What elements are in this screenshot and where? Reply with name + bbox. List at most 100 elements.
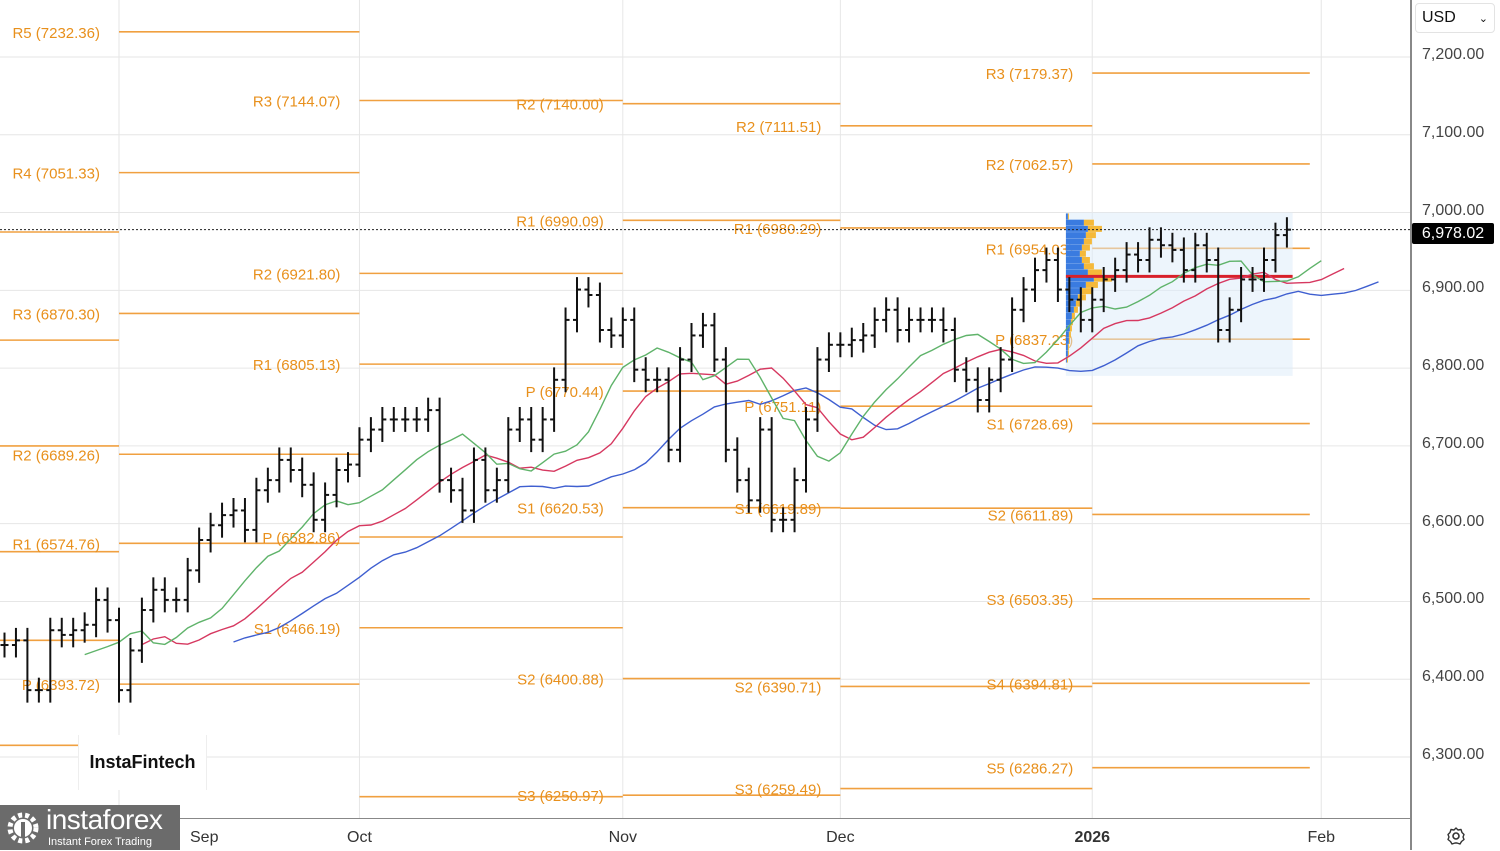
ohlc-bar <box>57 617 66 648</box>
ohlc-bar <box>218 502 227 538</box>
volume-bar-yellow <box>1066 356 1068 363</box>
pivot-label: S2 (6390.71) <box>735 679 822 696</box>
ohlc-bar <box>905 307 914 343</box>
ohlc-bar <box>378 407 387 443</box>
volume-bar-yellow <box>1068 337 1070 344</box>
ohlc-bar <box>584 277 593 308</box>
ohlc-bar <box>630 307 639 383</box>
ohlc-bar <box>481 447 490 503</box>
time-tick-label: 2026 <box>1074 829 1111 846</box>
pivot-label: R3 (7144.07) <box>253 94 341 111</box>
ohlc-bar <box>137 597 146 663</box>
ohlc-bar <box>229 498 238 528</box>
pivot-label: R1 (6990.09) <box>516 213 604 230</box>
volume-bar-blue <box>1065 238 1084 245</box>
volume-bar-yellow <box>1071 313 1075 320</box>
pivot-label: R3 (6870.30) <box>12 306 100 323</box>
ohlc-bar <box>1088 287 1097 333</box>
ohlc-bar <box>424 397 433 432</box>
price-tick-label: 6,600.00 <box>1422 512 1485 530</box>
teeth-line <box>141 267 1345 646</box>
volume-bar-blue <box>1065 356 1067 363</box>
ohlc-bar <box>195 527 204 583</box>
time-tick-label: Oct <box>346 829 372 846</box>
pivot-label: S1 (6466.19) <box>254 621 341 638</box>
ohlc-bar <box>492 467 501 503</box>
price-tick-label: 6,900.00 <box>1422 279 1485 297</box>
ohlc-bar <box>676 347 685 463</box>
price-tick-label: 6,800.00 <box>1422 357 1485 375</box>
ohlc-bar <box>206 512 215 553</box>
ohlc-bar <box>561 307 570 393</box>
ohlc-bar <box>332 457 341 508</box>
currency-select[interactable]: USD ⌄ <box>1415 3 1495 33</box>
ohlc-bar <box>1145 227 1154 273</box>
ohlc-bar <box>1008 297 1017 373</box>
ohlc-bar <box>435 397 444 493</box>
price-tick-label: 6,500.00 <box>1422 590 1485 608</box>
chevron-down-icon: ⌄ <box>1478 12 1488 25</box>
volume-bar-blue <box>1065 244 1082 251</box>
volume-bar-yellow <box>1081 257 1090 264</box>
ohlc-bar <box>1179 237 1188 283</box>
ohlc-bar <box>927 307 936 333</box>
volume-bar-blue <box>1065 269 1088 276</box>
pivot-label: S1 (6728.69) <box>987 417 1074 434</box>
ohlc-bar <box>802 407 810 493</box>
ohlc-bar <box>309 472 318 533</box>
ohlc-bar <box>721 347 730 463</box>
ohlc-bar <box>1271 222 1280 273</box>
volume-bar-yellow <box>1067 213 1069 220</box>
price-axis[interactable] <box>1410 0 1500 850</box>
ohlc-bar <box>412 407 421 432</box>
ohlc-bar <box>1202 232 1211 273</box>
ohlc-bar <box>355 427 364 478</box>
ohlc-bar <box>1168 232 1177 263</box>
volume-bar-blue <box>1065 281 1086 288</box>
ohlc-bar <box>1248 267 1257 292</box>
instaforex-logo: instaforex Instant Forex Trading <box>0 805 180 850</box>
price-chart[interactable]: R5 (7232.36) R4 (7051.33) R3 (6870.30) R2 (… <box>0 0 1410 818</box>
logo-tagline: Instant Forex Trading <box>48 836 152 848</box>
ohlc-bar <box>1225 297 1234 343</box>
pivot-label: S2 (6611.89) <box>988 507 1074 524</box>
ohlc-bar <box>962 357 971 393</box>
ohlc-bar <box>1191 232 1200 283</box>
volume-bar-yellow <box>1077 294 1086 301</box>
jaw-line <box>233 281 1379 643</box>
ohlc-bar <box>1237 267 1246 323</box>
ohlc-bar <box>893 297 902 343</box>
ohlc-bar <box>698 312 707 348</box>
ohlc-bar <box>183 557 192 613</box>
volume-bar-yellow <box>1067 344 1069 351</box>
ohlc-bar <box>126 638 135 703</box>
ohlc-bar <box>618 307 627 348</box>
pivot-label: R4 (7051.33) <box>12 166 100 183</box>
time-tick-label: Feb <box>1307 829 1336 846</box>
ohlc-bar <box>1111 257 1120 292</box>
ohlc-bar <box>859 323 868 353</box>
price-tick-label: 6,700.00 <box>1422 434 1485 452</box>
ohlc-bar <box>664 367 673 463</box>
time-axis[interactable]: Sep Oct Nov Dec 2026 Feb <box>0 818 1410 851</box>
pivot-label: R2 (6689.26) <box>12 447 100 464</box>
instafintech-watermark: InstaFintech <box>78 735 207 790</box>
volume-bar-blue <box>1065 331 1069 338</box>
volume-bar-yellow <box>1083 219 1094 226</box>
volume-bar-yellow <box>1068 331 1071 338</box>
ohlc-bar <box>1031 257 1039 303</box>
volume-bar-yellow <box>1087 225 1102 232</box>
lips-line <box>84 260 1322 656</box>
ohlc-bar <box>1099 267 1108 313</box>
ohlc-bar <box>115 607 123 703</box>
ohlc-bar <box>767 417 776 533</box>
ohlc-bar <box>1122 242 1131 283</box>
volume-bar-yellow <box>1075 300 1082 307</box>
ohlc-bar <box>1042 247 1051 283</box>
volume-bar-yellow <box>1081 244 1090 251</box>
ohlc-bar <box>824 332 833 373</box>
volume-bar-blue <box>1065 232 1086 239</box>
pivot-label: R1 (6574.76) <box>12 536 100 553</box>
volume-bar-blue <box>1065 300 1076 307</box>
settings-gear-icon[interactable] <box>1446 826 1466 846</box>
